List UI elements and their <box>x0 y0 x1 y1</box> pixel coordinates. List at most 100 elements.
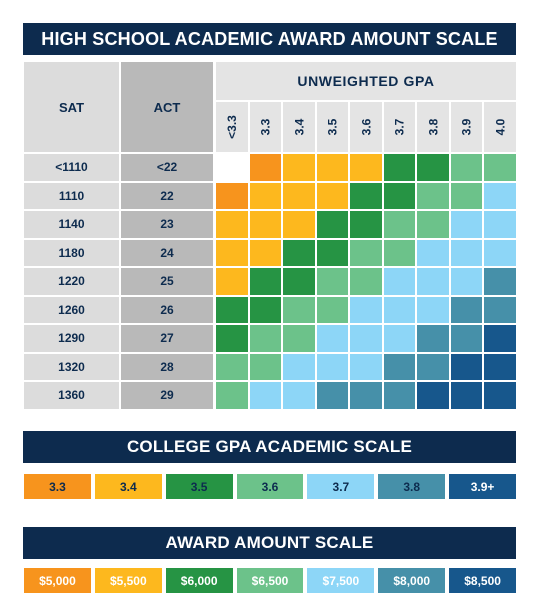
award-cell <box>216 268 248 295</box>
act-row-label: 24 <box>121 239 213 266</box>
gpa-column-header: 4.0 <box>484 102 516 152</box>
award-cell <box>249 296 282 323</box>
award-cell <box>450 296 483 323</box>
award-cell <box>283 211 315 238</box>
award-cell <box>484 325 516 352</box>
award-cell <box>450 182 483 209</box>
award-cell <box>350 182 382 209</box>
award-cell <box>484 211 516 238</box>
award-cell <box>216 382 248 409</box>
award-cell <box>316 154 349 181</box>
award-amount-legend-item: $8,000 <box>378 568 446 593</box>
gpa-column-label: 3.9 <box>459 118 474 136</box>
award-grid: SAT ACT UNWEIGHTED GPA <3.3 3.3 3.4 3.5 3.6 3… <box>24 62 516 409</box>
award-amount-legend-item: $8,500 <box>449 568 517 593</box>
award-cell <box>283 382 315 409</box>
gpa-column-header: 3.7 <box>383 102 416 152</box>
award-cell <box>383 382 416 409</box>
award-cell <box>283 325 315 352</box>
award-cell <box>450 154 483 181</box>
award-cell <box>450 268 483 295</box>
sat-row-label: 1110 <box>24 182 119 209</box>
award-cell <box>216 296 248 323</box>
award-cell <box>249 211 282 238</box>
award-cell <box>350 154 382 181</box>
college-gpa-legend-item: 3.8 <box>378 474 446 499</box>
award-cell <box>249 182 282 209</box>
award-cell <box>316 239 349 266</box>
award-cell <box>283 154 315 181</box>
award-amount-legend: $5,000 $5,500 $6,000 $6,500 $7,500 $8,000 $8,5… <box>24 568 517 593</box>
award-cell <box>283 182 315 209</box>
award-cell <box>383 296 416 323</box>
college-gpa-legend-item: 3.9+ <box>449 474 517 499</box>
award-amount-legend-item: $5,000 <box>24 568 91 593</box>
award-cell <box>283 239 315 266</box>
gpa-column-label: 3.5 <box>325 118 340 136</box>
award-cell <box>484 182 516 209</box>
award-cell <box>350 211 382 238</box>
award-cell <box>417 239 449 266</box>
award-cell <box>218 156 246 179</box>
gpa-column-header: <3.3 <box>216 102 248 152</box>
award-cell <box>316 268 349 295</box>
award-cell <box>249 239 282 266</box>
award-cell <box>417 154 449 181</box>
award-amount-legend-item: $6,500 <box>236 568 304 593</box>
award-cell <box>350 382 382 409</box>
act-row-label: 26 <box>121 296 213 323</box>
award-cell <box>283 296 315 323</box>
college-gpa-legend-item: 3.6 <box>236 474 304 499</box>
award-cell <box>383 154 416 181</box>
award-cell <box>350 239 382 266</box>
gpa-column-header: 3.8 <box>417 102 449 152</box>
award-cell <box>316 382 349 409</box>
award-cell <box>484 268 516 295</box>
sat-row-label: 1320 <box>24 353 119 380</box>
award-cell <box>216 353 248 380</box>
act-row-label: 28 <box>121 353 213 380</box>
award-cell <box>249 353 282 380</box>
gpa-column-header: 3.3 <box>249 102 282 152</box>
gpa-column-label: 3.7 <box>392 118 407 136</box>
award-cell <box>484 353 516 380</box>
act-row-label: 27 <box>121 325 213 352</box>
award-cell <box>383 239 416 266</box>
gpa-column-header: 3.9 <box>450 102 483 152</box>
college-gpa-legend-item: 3.3 <box>24 474 91 499</box>
sat-row-label: 1360 <box>24 382 119 409</box>
award-cell <box>383 353 416 380</box>
award-cell <box>450 382 483 409</box>
award-cell <box>283 353 315 380</box>
award-cell <box>450 211 483 238</box>
page-title: HIGH SCHOOL ACADEMIC AWARD AMOUNT SCALE <box>23 23 516 55</box>
award-cell <box>450 325 483 352</box>
award-cell <box>216 239 248 266</box>
award-amount-legend-item: $5,500 <box>94 568 162 593</box>
award-cell <box>383 211 416 238</box>
award-cell <box>417 268 449 295</box>
award-cell <box>350 353 382 380</box>
gpa-column-label: 4.0 <box>493 118 508 136</box>
sat-row-label: 1290 <box>24 325 119 352</box>
award-cell <box>316 325 349 352</box>
award-cell <box>417 211 449 238</box>
gpa-column-label: 3.3 <box>258 118 273 136</box>
award-cell <box>216 325 248 352</box>
act-row-label: 29 <box>121 382 213 409</box>
college-gpa-legend: 3.3 3.4 3.5 3.6 3.7 3.8 3.9+ <box>24 474 517 499</box>
sat-row-label: <1110 <box>24 154 119 181</box>
award-cell <box>417 296 449 323</box>
award-cell <box>383 182 416 209</box>
gpa-column-header: 3.4 <box>283 102 315 152</box>
college-gpa-legend-item: 3.4 <box>94 474 162 499</box>
sat-row-label: 1180 <box>24 239 119 266</box>
award-amount-legend-item: $7,500 <box>307 568 375 593</box>
award-cell <box>417 382 449 409</box>
award-cell <box>417 182 449 209</box>
award-cell <box>484 382 516 409</box>
award-scale-title: AWARD AMOUNT SCALE <box>23 527 516 559</box>
award-cell <box>484 239 516 266</box>
award-amount-legend-item: $6,000 <box>165 568 233 593</box>
award-cell <box>316 353 349 380</box>
